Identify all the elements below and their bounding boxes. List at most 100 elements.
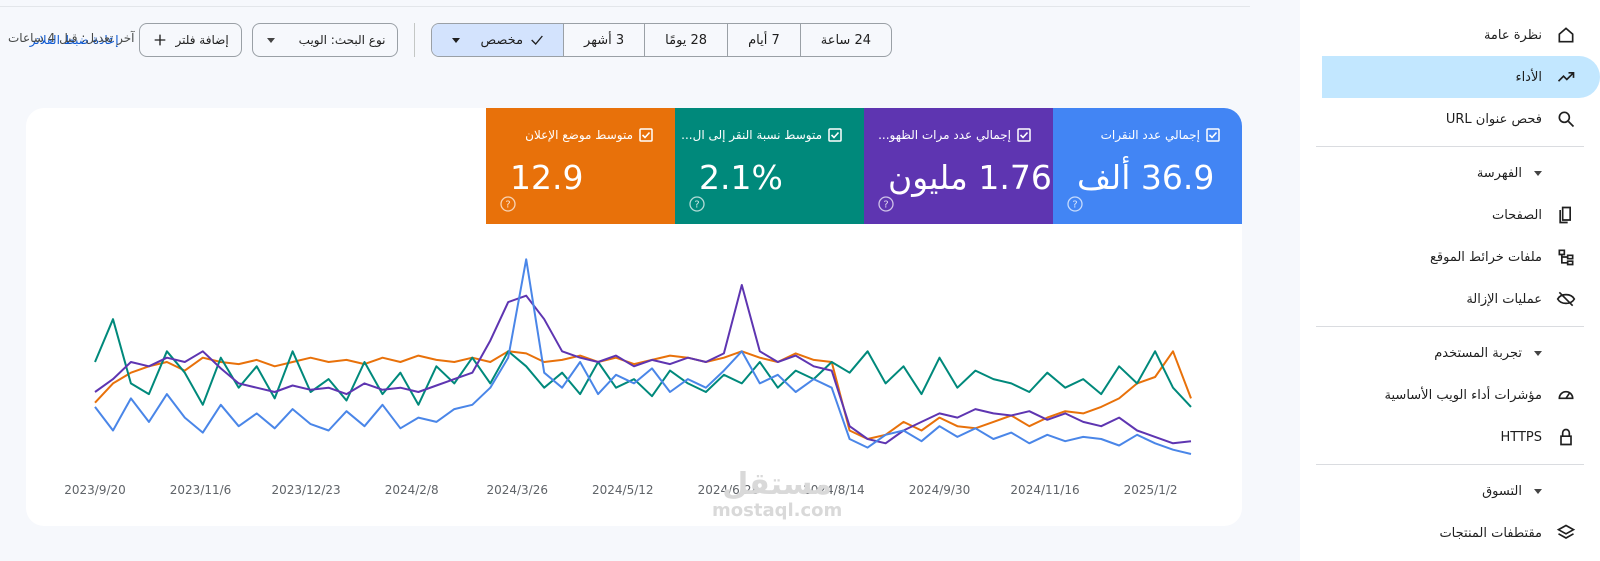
icon	[1560, 428, 1572, 446]
metric-header: متوسط موضع الإعلان	[486, 128, 653, 142]
nav-item[interactable]: مؤشرات أداء الويب الأساسية	[1300, 374, 1600, 416]
nav-label: فحص عنوان URL	[1445, 111, 1542, 127]
icon	[1559, 206, 1571, 224]
section-header[interactable]: تجربة المستخدم	[1300, 332, 1600, 374]
x-tick-label: 2023/11/6	[170, 483, 232, 497]
date-range-label: 3 أشهر	[584, 32, 625, 48]
x-tick-label: 2024/8/14	[803, 483, 865, 497]
checkbox	[1206, 128, 1220, 142]
x-tick-label: 2024/5/12	[592, 483, 654, 497]
nav-label: نظرة عامة	[1483, 27, 1542, 43]
search-type-button[interactable]: نوع البحث: الويب	[251, 23, 399, 57]
nav-label: مقتطفات المنتجات	[1439, 525, 1542, 541]
nav-item[interactable]: الأداء	[1322, 56, 1600, 98]
metric-name: إجمالي عدد مرات الظهو...	[878, 128, 1011, 142]
x-tick-label: 2024/2/8	[385, 483, 439, 497]
svg-text:?: ?	[1072, 200, 1077, 211]
help-icon: ?	[878, 196, 894, 212]
metric-value: 36.9 ألف	[1077, 158, 1215, 197]
add-filter-label: إضافة فلتر	[175, 33, 229, 47]
date-range-button[interactable]: 7 أيام	[727, 24, 800, 56]
nav-label: مؤشرات أداء الويب الأساسية	[1384, 387, 1542, 403]
icon	[1558, 27, 1574, 43]
dropdown-icon	[266, 38, 275, 43]
date-range-button[interactable]: 24 ساعة	[799, 24, 891, 56]
chart: 2023/9/20 2023/11/6 2023/12/23 2024/2/8 2024…	[64, 258, 1192, 497]
metric-name: متوسط نسبة النقر إلى ال...	[681, 128, 822, 142]
divider	[1316, 464, 1584, 465]
metric-card[interactable]: متوسط موضع الإعلان 12.9?	[486, 108, 675, 224]
x-tick-label: 2024/11/16	[1010, 483, 1079, 497]
last-updated: آخر تعديل: قبل 4 ساعات	[8, 31, 135, 45]
date-range-label: مخصص	[480, 32, 524, 48]
metric-value: 2.1%	[699, 158, 783, 197]
divider	[0, 6, 1250, 7]
nav-item[interactable]: ملفات خرائط الموقع	[1300, 236, 1600, 278]
nav-item[interactable]: نظرة عامة	[1300, 14, 1600, 56]
date-range-label: 24 ساعة	[820, 32, 871, 48]
divider	[1316, 326, 1584, 327]
svg-text:?: ?	[883, 200, 888, 211]
metric-value: 1.76 مليون	[888, 158, 1052, 197]
performance-card: إجمالي عدد النقرات 36.9 ألف? إجمالي عدد مر…	[26, 108, 1242, 526]
help-icon: ?	[1067, 196, 1083, 212]
section-title: الفهرسة	[1476, 165, 1522, 181]
icon	[1558, 390, 1574, 400]
nav-item[interactable]: مقتطفات المنتجات	[1300, 512, 1600, 554]
nav-label: عمليات الإزالة	[1466, 291, 1542, 307]
checkbox	[828, 128, 842, 142]
x-tick-label: 2024/3/26	[486, 483, 548, 497]
svg-text:?: ?	[694, 200, 699, 211]
x-tick-label: 2025/1/2	[1124, 483, 1178, 497]
nav-label: الأداء	[1515, 69, 1542, 85]
watermark-ar: مستقل	[722, 467, 832, 502]
date-range-group: 24 ساعة 7 أيام 28 يومًا 3 أشهر مخصص	[431, 23, 892, 57]
separator	[414, 23, 416, 57]
metric-name: متوسط موضع الإعلان	[525, 128, 633, 142]
watermark-en: mostaql.com	[712, 500, 843, 521]
expand-icon	[1534, 171, 1542, 176]
x-tick-label: 2024/9/30	[909, 483, 971, 497]
metric-value: 12.9	[510, 158, 584, 197]
reset-filters-link[interactable]: إعادة ضبط الفلاتر	[29, 33, 119, 47]
icon	[1557, 72, 1575, 82]
date-range-button[interactable]: 3 أشهر	[563, 24, 644, 56]
svg-text:?: ?	[505, 200, 510, 211]
add-filter-button[interactable]: إضافة فلتر	[138, 23, 242, 57]
nav-item[interactable]: عمليات الإزالة	[1300, 278, 1600, 320]
icon	[154, 34, 165, 46]
nav-item[interactable]: الصفحات	[1300, 194, 1600, 236]
series-line	[94, 258, 1192, 455]
checkbox	[639, 128, 653, 142]
series-line	[94, 350, 1192, 440]
checkbox	[1017, 128, 1031, 142]
metric-name: إجمالي عدد النقرات	[1100, 128, 1200, 142]
series-line	[94, 284, 1192, 445]
metric-card[interactable]: إجمالي عدد مرات الظهو... 1.76 مليون?	[864, 108, 1053, 224]
metric-cards: إجمالي عدد النقرات 36.9 ألف? إجمالي عدد مر…	[486, 108, 1242, 224]
x-tick-label: 2024/6/28	[698, 483, 760, 497]
metric-header: إجمالي عدد النقرات	[1053, 128, 1220, 142]
nav-item[interactable]: HTTPS	[1300, 416, 1600, 458]
section-header[interactable]: الفهرسة	[1300, 152, 1600, 194]
x-tick-label: 2023/9/20	[64, 483, 126, 497]
section-title: تجربة المستخدم	[1434, 345, 1522, 361]
search-type-label: نوع البحث: الويب	[298, 33, 386, 47]
metric-card[interactable]: متوسط نسبة النقر إلى ال... 2.1%?	[675, 108, 864, 224]
nav-item[interactable]: فحص عنوان URL	[1300, 98, 1600, 140]
metric-card[interactable]: إجمالي عدد النقرات 36.9 ألف?	[1053, 108, 1242, 224]
date-range-button[interactable]: 28 يومًا	[644, 24, 727, 56]
nav-label: HTTPS	[1500, 429, 1542, 445]
metric-header: إجمالي عدد مرات الظهو...	[864, 128, 1031, 142]
watermark: مستقل mostaql.com	[712, 467, 843, 522]
nav-label: الصفحات	[1491, 207, 1542, 223]
date-range-button[interactable]: مخصص	[432, 24, 564, 56]
help-icon: ?	[500, 196, 516, 212]
section-title: التسوق	[1482, 483, 1522, 499]
date-range-label: 28 يومًا	[665, 32, 708, 48]
section-header[interactable]: التسوق	[1300, 470, 1600, 512]
nav-label: ملفات خرائط الموقع	[1429, 249, 1542, 265]
sidebar: نظرة عامة الأداء فحص عنوان URL الفهرسة الصفح…	[1300, 0, 1600, 561]
main: 24 ساعة 7 أيام 28 يومًا 3 أشهر مخصص نوع البحث…	[0, 6, 1250, 526]
